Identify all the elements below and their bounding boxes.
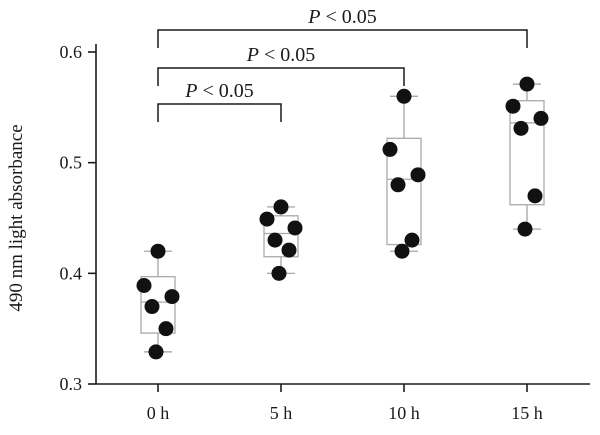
x-tick-label: 0 h (147, 403, 170, 423)
y-tick-label: 0.6 (60, 42, 83, 62)
x-tick-label: 15 h (511, 403, 543, 423)
data-point (281, 242, 297, 258)
data-point (144, 299, 160, 315)
data-point (396, 88, 412, 104)
data-point (382, 141, 398, 157)
data-point (136, 278, 152, 294)
data-point (150, 243, 166, 259)
data-point (394, 243, 410, 259)
data-point (519, 76, 535, 92)
significance-brackets: P < 0.05 P < 0.05 P < 0.05 (157, 6, 528, 122)
significance-bracket (157, 67, 405, 86)
data-points (136, 76, 549, 360)
y-tick-label: 0.4 (60, 263, 83, 283)
significance-bracket (157, 103, 282, 122)
box-plots (140, 83, 545, 353)
significance-label: P < 0.05 (307, 6, 377, 28)
data-point (533, 110, 549, 126)
data-point (287, 220, 303, 236)
box-iqr (509, 100, 545, 206)
data-point (513, 120, 529, 136)
x-tick-label: 5 h (270, 403, 293, 423)
data-point (148, 344, 164, 360)
significance-bracket (157, 29, 528, 48)
significance-label: P < 0.05 (246, 44, 316, 66)
data-point (505, 98, 521, 114)
significance-label: P < 0.05 (184, 80, 254, 102)
box-iqr (140, 276, 176, 334)
data-point (273, 199, 289, 215)
y-tick-label: 0.5 (60, 153, 83, 173)
data-point (517, 221, 533, 237)
box-iqr (263, 215, 299, 258)
y-tick-label: 0.3 (60, 374, 83, 394)
data-point (410, 167, 426, 183)
data-point (164, 289, 180, 305)
data-point (527, 188, 543, 204)
data-point (158, 321, 174, 337)
axes: 0.3 0.4 0.5 0.6 0 h 5 h 10 h 15 h (60, 42, 590, 423)
data-point (271, 265, 287, 281)
data-point (259, 211, 275, 227)
data-point (404, 232, 420, 248)
x-tick-label: 10 h (388, 403, 420, 423)
data-point (267, 232, 283, 248)
data-point (390, 177, 406, 193)
y-axis-label: 490 nm light absorbance (6, 124, 27, 311)
